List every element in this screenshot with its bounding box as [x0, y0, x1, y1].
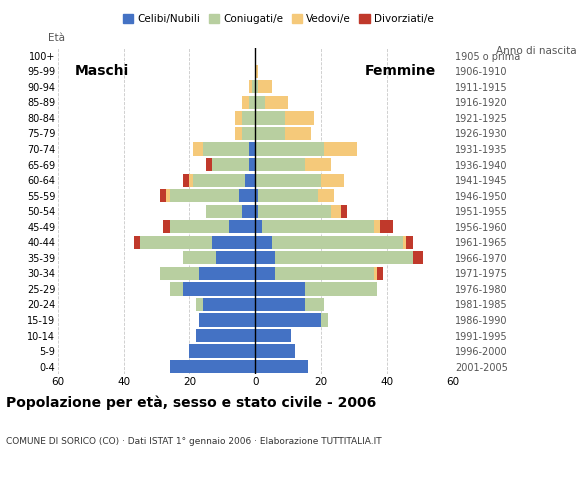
Bar — [242, 111, 255, 124]
Bar — [183, 251, 216, 264]
Bar — [321, 173, 344, 187]
Bar — [212, 158, 249, 171]
Bar — [259, 204, 331, 218]
Bar — [285, 111, 314, 124]
Bar — [255, 220, 262, 233]
Bar — [255, 329, 291, 342]
Text: Popolazione per età, sesso e stato civile - 2006: Popolazione per età, sesso e stato civil… — [6, 396, 376, 410]
Bar — [275, 251, 413, 264]
Bar — [340, 204, 347, 218]
Bar — [183, 282, 255, 296]
Bar — [190, 345, 255, 358]
Bar — [304, 158, 331, 171]
Bar — [245, 173, 255, 187]
Bar — [242, 127, 255, 140]
Bar — [200, 267, 255, 280]
Bar — [216, 251, 255, 264]
Bar — [229, 220, 255, 233]
Text: Femmine: Femmine — [365, 63, 436, 78]
Bar — [183, 173, 190, 187]
Bar — [255, 143, 324, 156]
Bar — [374, 267, 377, 280]
Text: Maschi: Maschi — [74, 63, 129, 78]
Bar — [196, 329, 255, 342]
Bar — [377, 267, 383, 280]
Bar — [255, 204, 259, 218]
Text: COMUNE DI SORICO (CO) · Dati ISTAT 1° gennaio 2006 · Elaborazione TUTTITALIA.IT: COMUNE DI SORICO (CO) · Dati ISTAT 1° ge… — [6, 437, 382, 446]
Legend: Celibi/Nubili, Coniugati/e, Vedovi/e, Divorziati/e: Celibi/Nubili, Coniugati/e, Vedovi/e, Di… — [119, 10, 438, 28]
Bar — [206, 204, 242, 218]
Bar — [163, 220, 170, 233]
Bar — [331, 204, 340, 218]
Bar — [413, 251, 423, 264]
Bar — [252, 80, 255, 94]
Bar — [324, 143, 357, 156]
Bar — [304, 298, 324, 311]
Bar — [170, 360, 255, 373]
Bar — [170, 220, 229, 233]
Bar — [235, 111, 242, 124]
Bar — [374, 220, 380, 233]
Bar — [239, 189, 255, 202]
Bar — [193, 143, 202, 156]
Bar — [190, 173, 193, 187]
Bar — [249, 143, 255, 156]
Bar — [318, 189, 334, 202]
Bar — [255, 313, 321, 326]
Bar — [304, 282, 377, 296]
Bar — [259, 189, 318, 202]
Bar — [242, 96, 249, 109]
Bar — [259, 80, 271, 94]
Bar — [380, 220, 393, 233]
Bar — [407, 236, 413, 249]
Bar — [262, 220, 374, 233]
Bar — [255, 282, 304, 296]
Bar — [255, 80, 259, 94]
Bar — [255, 251, 275, 264]
Bar — [403, 236, 407, 249]
Bar — [249, 80, 252, 94]
Bar — [249, 158, 255, 171]
Bar — [255, 96, 265, 109]
Bar — [275, 267, 374, 280]
Bar — [255, 158, 304, 171]
Bar — [160, 189, 166, 202]
Bar — [271, 236, 403, 249]
Bar — [255, 127, 285, 140]
Bar — [193, 173, 245, 187]
Bar — [160, 267, 200, 280]
Bar — [202, 143, 249, 156]
Bar — [206, 158, 212, 171]
Bar — [255, 236, 271, 249]
Bar — [212, 236, 255, 249]
Bar — [166, 189, 170, 202]
Text: Anno di nascita: Anno di nascita — [496, 46, 577, 56]
Bar — [265, 96, 288, 109]
Bar — [255, 298, 304, 311]
Bar — [242, 204, 255, 218]
Bar — [255, 189, 259, 202]
Bar — [255, 360, 308, 373]
Bar — [255, 111, 285, 124]
Bar — [133, 236, 140, 249]
Bar — [255, 65, 259, 78]
Bar — [170, 189, 239, 202]
Bar — [255, 345, 295, 358]
Bar — [249, 96, 255, 109]
Bar — [255, 173, 321, 187]
Bar — [285, 127, 311, 140]
Text: Età: Età — [48, 33, 65, 43]
Bar — [200, 313, 255, 326]
Bar — [235, 127, 242, 140]
Bar — [170, 282, 183, 296]
Bar — [321, 313, 328, 326]
Bar — [202, 298, 255, 311]
Bar — [255, 267, 275, 280]
Bar — [140, 236, 212, 249]
Bar — [196, 298, 202, 311]
